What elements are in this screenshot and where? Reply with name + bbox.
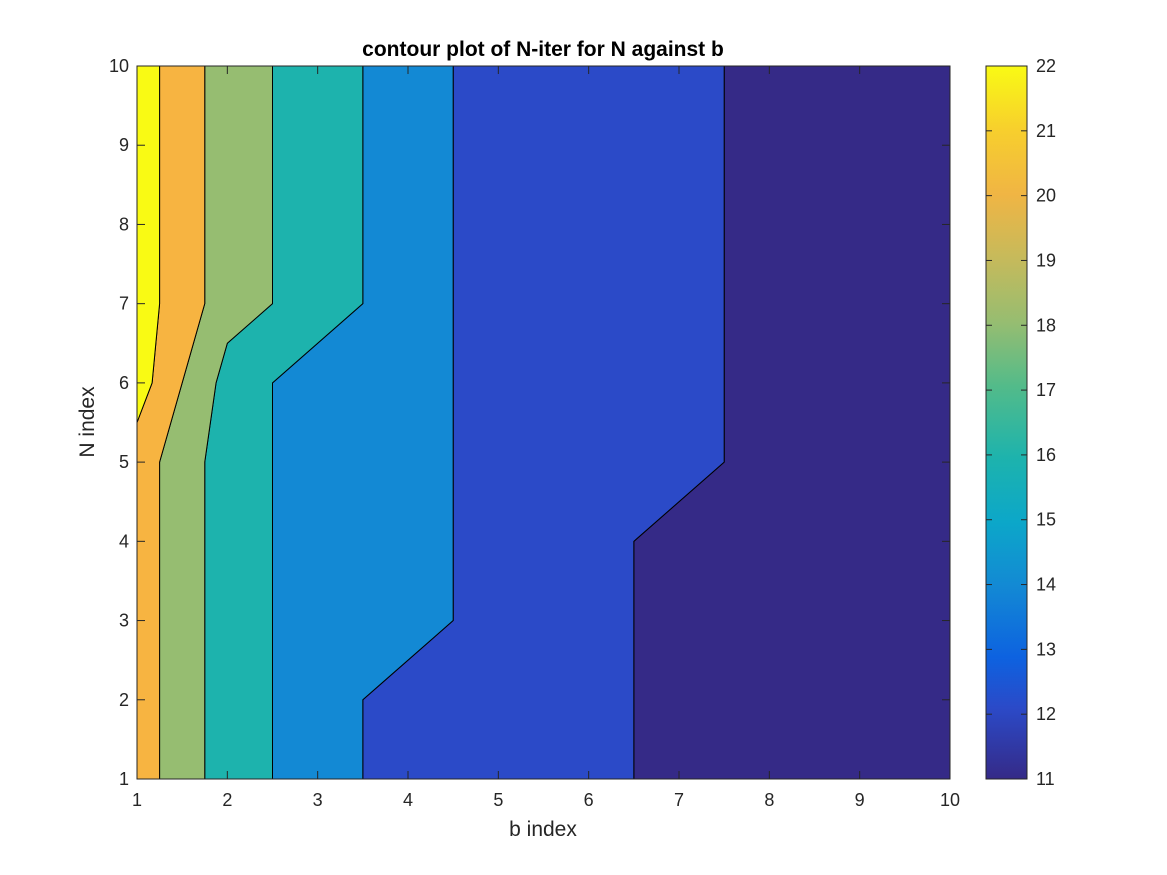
colorbar-tick-label: 21 <box>1036 121 1056 141</box>
x-tick-label: 4 <box>403 790 413 810</box>
contour-regions <box>136 65 951 780</box>
x-tick-label: 1 <box>132 790 142 810</box>
colorbar-tick-label: 17 <box>1036 380 1056 400</box>
chart-title: contour plot of N-iter for N against b <box>362 38 724 61</box>
x-tick-label: 10 <box>940 790 960 810</box>
x-tick-label: 5 <box>493 790 503 810</box>
y-axis-label: N index <box>76 386 99 458</box>
colorbar <box>985 65 1028 780</box>
y-tick-label: 9 <box>119 135 129 155</box>
plot-frame <box>136 65 951 780</box>
colorbar-tick-label: 11 <box>1036 769 1055 789</box>
y-tick-label: 6 <box>119 373 129 393</box>
colorbar-tick-label: 12 <box>1036 704 1056 724</box>
x-axis-ticks: 1 2 3 4 5 6 7 8 9 10 <box>132 66 960 810</box>
y-tick-label: 10 <box>109 56 129 76</box>
colorbar-tick-label: 18 <box>1036 315 1056 335</box>
colorbar-tick-label: 19 <box>1036 250 1056 270</box>
colorbar-tick-label: 20 <box>1036 186 1056 206</box>
x-axis-label: b index <box>509 818 577 841</box>
y-tick-label: 2 <box>119 690 129 710</box>
colorbar-tick-label: 15 <box>1036 510 1056 530</box>
y-tick-label: 8 <box>119 214 129 234</box>
colorbar-tick-label: 22 <box>1036 56 1056 76</box>
colorbar-tick-label: 16 <box>1036 445 1056 465</box>
y-tick-label: 4 <box>119 531 129 551</box>
x-tick-label: 2 <box>222 790 232 810</box>
y-tick-label: 5 <box>119 452 129 472</box>
colorbar-tick-label: 14 <box>1036 575 1056 595</box>
x-tick-label: 7 <box>674 790 684 810</box>
colorbar-tick-label: 13 <box>1036 639 1056 659</box>
x-tick-label: 3 <box>313 790 323 810</box>
y-tick-label: 7 <box>119 294 129 314</box>
colorbar-ticks: 11 12 13 14 15 16 17 18 19 20 21 22 <box>986 56 1056 789</box>
x-tick-label: 8 <box>764 790 774 810</box>
x-tick-label: 9 <box>855 790 865 810</box>
y-tick-label: 3 <box>119 611 129 631</box>
y-tick-label: 1 <box>119 769 129 789</box>
x-tick-label: 6 <box>584 790 594 810</box>
y-axis-ticks: 1 2 3 4 5 6 7 8 9 10 <box>109 56 950 789</box>
